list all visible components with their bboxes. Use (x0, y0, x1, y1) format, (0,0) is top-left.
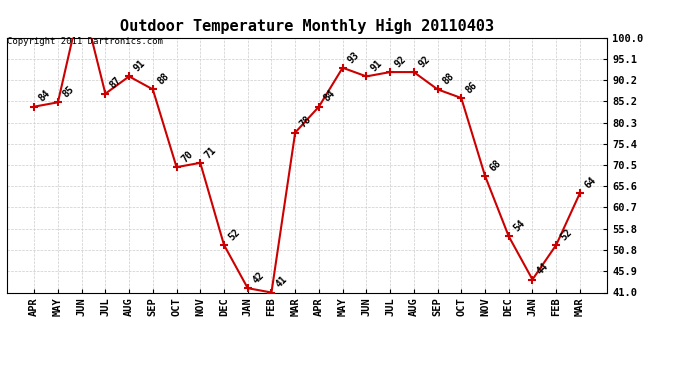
Text: 88: 88 (440, 71, 455, 87)
Text: 92: 92 (417, 54, 432, 69)
Text: 93: 93 (346, 50, 361, 65)
Text: 42: 42 (250, 270, 266, 285)
Text: 52: 52 (227, 227, 242, 242)
Text: 54: 54 (511, 218, 527, 234)
Text: 44: 44 (535, 261, 551, 277)
Text: 88: 88 (156, 71, 171, 87)
Text: 41: 41 (274, 274, 290, 290)
Text: 71: 71 (203, 145, 219, 160)
Text: 91: 91 (132, 58, 147, 74)
Text: 87: 87 (108, 75, 124, 91)
Text: 64: 64 (582, 175, 598, 190)
Title: Outdoor Temperature Monthly High 20110403: Outdoor Temperature Monthly High 2011040… (120, 18, 494, 33)
Text: 52: 52 (559, 227, 574, 242)
Text: Copyright 2011 Dartronics.com: Copyright 2011 Dartronics.com (7, 38, 163, 46)
Text: 91: 91 (369, 58, 384, 74)
Text: 68: 68 (488, 158, 503, 173)
Text: 84: 84 (37, 88, 52, 104)
Text: 86: 86 (464, 80, 480, 95)
Text: 92: 92 (393, 54, 408, 69)
Text: 70: 70 (179, 149, 195, 164)
Text: 85: 85 (61, 84, 76, 99)
Text: 78: 78 (298, 114, 313, 130)
Text: 84: 84 (322, 88, 337, 104)
Text: 109: 109 (0, 374, 1, 375)
